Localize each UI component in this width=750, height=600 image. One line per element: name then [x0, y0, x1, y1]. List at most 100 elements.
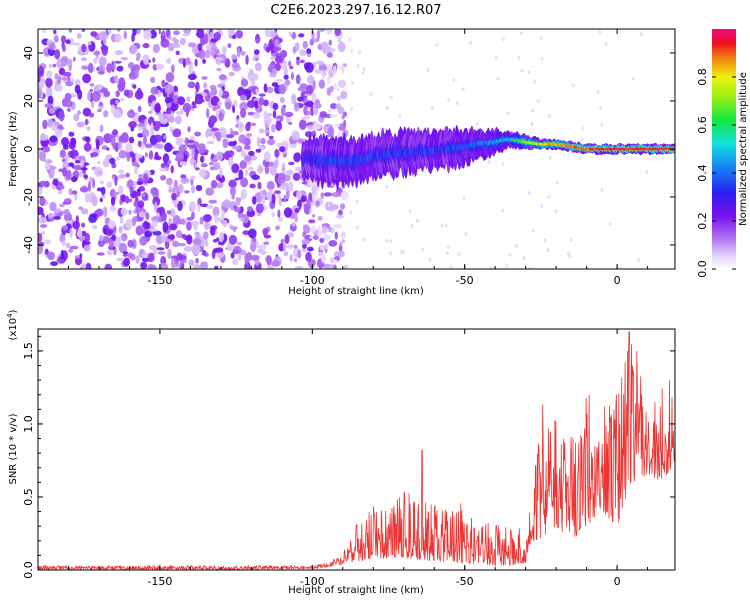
noise-blob: [297, 138, 303, 144]
noise-blob: [38, 206, 44, 215]
noise-blob: [231, 54, 238, 60]
noise-blob: [243, 145, 251, 150]
noise-blob: [168, 35, 172, 40]
noise-blob: [238, 169, 244, 180]
noise-blob: [195, 184, 203, 192]
noise-blob: [266, 46, 271, 53]
noise-blob: [81, 222, 86, 228]
noise-blob: [112, 63, 116, 70]
noise-blob: [212, 156, 217, 162]
sparse-speckle: [569, 237, 573, 242]
noise-blob: [142, 54, 150, 65]
spectrogram-ytick-label: 20: [22, 94, 35, 108]
noise-blob: [186, 96, 191, 103]
sparse-speckle: [326, 228, 330, 233]
noise-blob: [165, 58, 172, 64]
noise-blob: [195, 81, 200, 92]
noise-blob: [333, 224, 342, 229]
noise-blob: [203, 82, 208, 89]
noise-blob: [301, 248, 307, 253]
noise-blob: [230, 131, 239, 136]
sparse-speckle: [527, 191, 531, 195]
snr-ytick-label: 1.0: [22, 415, 35, 433]
noise-blob: [72, 220, 80, 230]
noise-blob: [204, 49, 211, 59]
noise-blob: [158, 115, 164, 121]
noise-blob: [48, 63, 53, 69]
noise-blob: [256, 136, 261, 147]
noise-blob: [334, 29, 341, 37]
colorbar: 0.0 0.2 0.4 0.6 0.8 Normalized spectral ampl…: [696, 29, 749, 278]
noise-blob: [274, 190, 281, 195]
noise-blob: [76, 121, 85, 128]
noise-blob: [218, 89, 224, 97]
noise-blob: [282, 151, 286, 155]
noise-blob: [118, 225, 123, 234]
noise-blob: [63, 144, 69, 150]
sparse-speckle: [501, 208, 505, 213]
colorbar-label: Normalized spectral amplitude: [738, 72, 749, 226]
noise-blob: [67, 58, 73, 66]
noise-blob: [244, 155, 252, 162]
noise-blob: [128, 136, 135, 144]
noise-blob: [142, 221, 151, 230]
noise-blob: [255, 240, 259, 249]
noise-blob: [198, 48, 206, 60]
noise-blob: [59, 203, 65, 208]
noise-blob: [127, 62, 135, 69]
noise-blob: [54, 49, 61, 60]
noise-blob: [214, 213, 218, 224]
noise-blob: [127, 252, 133, 259]
noise-blob: [98, 235, 104, 242]
spectrogram-xtick-label: 0: [614, 274, 621, 287]
sparse-speckle: [362, 237, 366, 242]
noise-blob: [279, 146, 286, 153]
noise-blob: [246, 133, 253, 137]
noise-blob: [127, 239, 134, 248]
noise-blob: [228, 151, 235, 156]
noise-blob: [48, 165, 57, 170]
noise-blob: [113, 191, 120, 196]
snr-xtick-label: -150: [147, 575, 172, 588]
noise-blob: [103, 90, 111, 98]
noise-blob: [85, 262, 92, 269]
noise-blob: [68, 29, 73, 33]
noise-blob: [296, 56, 300, 61]
noise-blob: [90, 152, 99, 158]
noise-blob: [208, 199, 218, 204]
noise-blob: [149, 228, 159, 232]
sparse-speckle: [328, 108, 331, 113]
noise-blob: [100, 194, 106, 200]
noise-blob: [159, 167, 167, 172]
sparse-speckle: [639, 32, 643, 37]
noise-blob: [278, 84, 287, 95]
noise-blob: [329, 48, 336, 52]
noise-blob: [63, 198, 72, 204]
noise-blob: [88, 62, 94, 74]
noise-blob: [123, 257, 130, 267]
noise-blob: [239, 217, 244, 222]
noise-blob: [156, 247, 165, 251]
noise-blob: [215, 182, 224, 189]
noise-blob: [304, 62, 314, 73]
noise-blob: [194, 231, 200, 236]
sparse-speckle: [350, 107, 354, 111]
noise-blob: [337, 79, 347, 89]
sparse-speckle: [356, 63, 360, 68]
noise-blob: [238, 121, 245, 133]
noise-blob: [62, 225, 69, 231]
noise-blob: [82, 73, 92, 84]
noise-blob: [203, 33, 209, 45]
sparse-speckle: [355, 199, 359, 204]
noise-blob: [123, 89, 130, 97]
noise-blob: [179, 161, 188, 167]
noise-blob: [313, 235, 319, 241]
noise-blob: [125, 195, 130, 204]
noise-blob: [343, 119, 347, 127]
noise-blob: [68, 131, 75, 137]
sparse-speckle: [489, 266, 493, 269]
noise-blob: [284, 234, 290, 244]
noise-blob: [267, 113, 273, 117]
sparse-speckle: [501, 37, 505, 42]
noise-blob: [135, 225, 144, 236]
